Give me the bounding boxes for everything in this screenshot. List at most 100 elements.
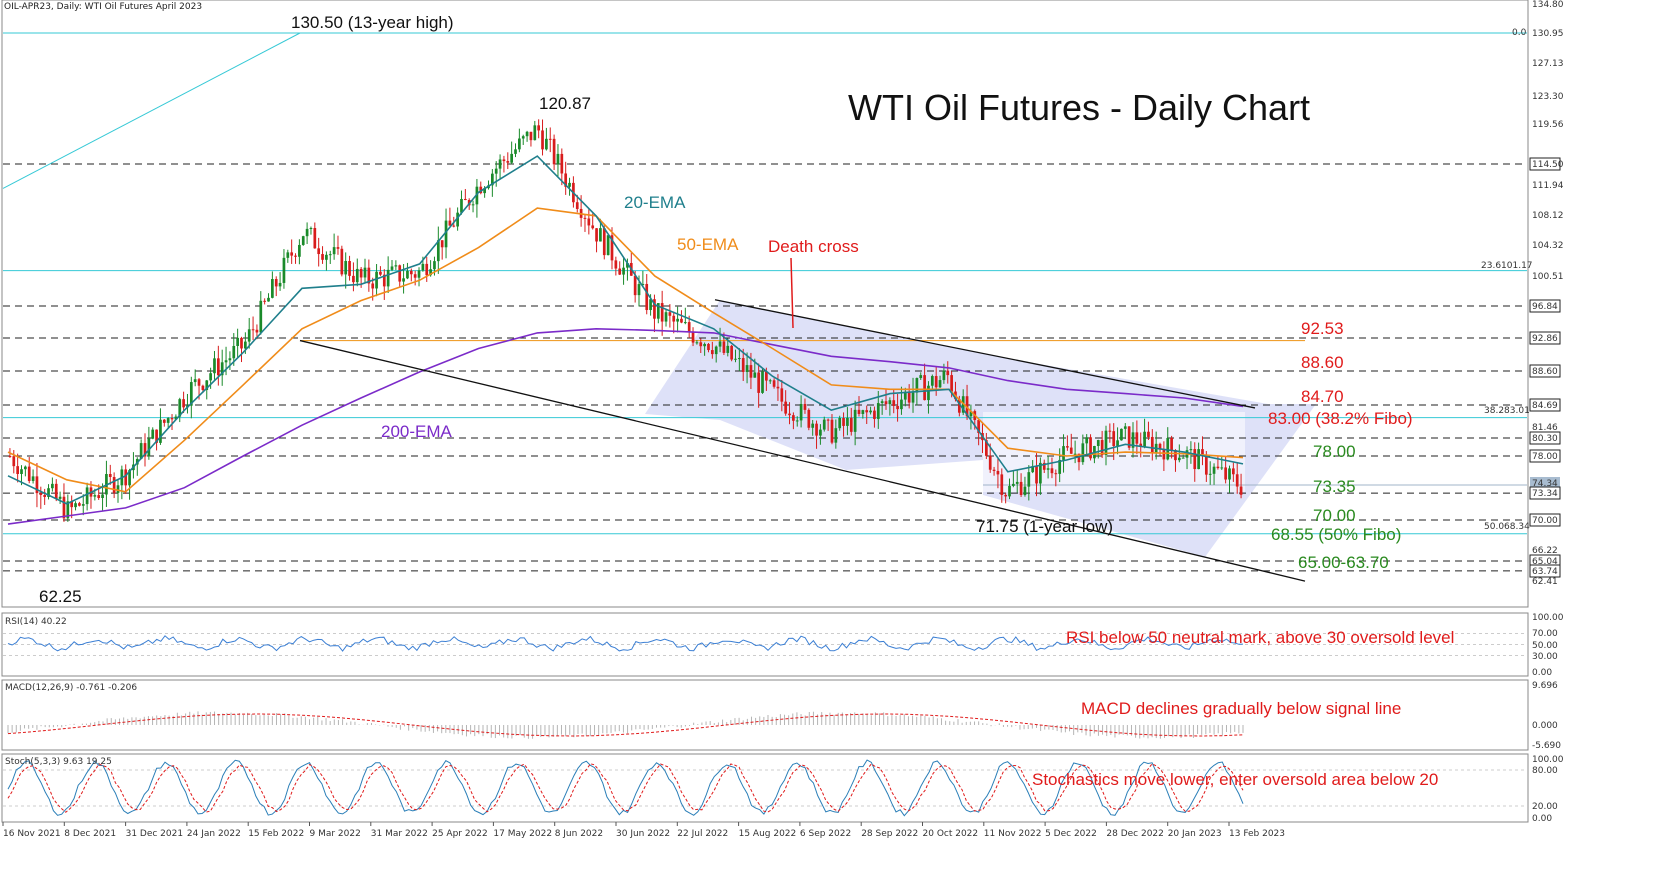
candle-body — [950, 375, 953, 392]
candle-body — [440, 240, 444, 248]
fib-anchor-line — [2, 32, 301, 189]
candle-body — [74, 503, 77, 508]
candle-body — [344, 261, 348, 275]
date-tick: 31 Mar 2022 — [371, 829, 428, 839]
candle-body — [1031, 466, 1035, 473]
candle-body — [857, 409, 861, 414]
candle-body — [687, 322, 691, 333]
candle-body — [1012, 483, 1015, 486]
candle-body — [232, 345, 236, 359]
level-68-55: 68.55 (50% Fibo) — [1271, 525, 1401, 544]
candle-body — [938, 380, 942, 388]
candle-body — [1027, 472, 1031, 487]
candle-body — [707, 343, 710, 351]
candle-body — [178, 399, 182, 417]
rsi-header: RSI(14) 40.22 — [5, 617, 67, 627]
candle-body — [97, 495, 101, 499]
candle-body — [298, 244, 301, 257]
candle-body — [587, 218, 591, 226]
candle-body — [213, 358, 216, 374]
candle-body — [209, 373, 212, 381]
candle-body — [1085, 437, 1089, 444]
price-tag-box — [1529, 299, 1561, 313]
candle-body — [1166, 437, 1170, 460]
candle-body — [409, 270, 413, 275]
candle-body — [78, 503, 81, 506]
candle-body — [795, 420, 799, 422]
candle-body — [151, 429, 155, 439]
candle-body — [865, 410, 869, 413]
candle-body — [321, 254, 324, 260]
candle-body — [240, 337, 243, 349]
level-84-70: 84.70 — [1301, 387, 1344, 406]
candle-body — [595, 228, 598, 242]
candle-body — [402, 278, 405, 282]
candle-body — [1177, 457, 1181, 461]
candle-body — [969, 411, 973, 417]
candle-body — [957, 399, 961, 413]
rsi-tick: 70.00 — [1532, 629, 1558, 639]
candle-body — [807, 409, 811, 428]
candle-body — [633, 275, 637, 296]
candle-body — [251, 329, 255, 331]
candle-body — [988, 455, 992, 470]
candle-body — [722, 341, 726, 353]
candle-body — [1112, 431, 1116, 447]
candle-body — [282, 257, 286, 283]
candle-body — [672, 315, 676, 322]
candle-body — [58, 496, 62, 499]
candle-body — [622, 267, 625, 275]
candle-body — [915, 378, 919, 393]
price-tag-box — [1529, 331, 1561, 345]
candle-body — [205, 380, 209, 391]
candle-body — [869, 410, 872, 413]
candle-body — [471, 204, 475, 206]
candle-body — [907, 391, 911, 403]
candle-body — [888, 400, 892, 405]
price-tick: 134.80 — [1532, 0, 1564, 10]
candle-body — [1232, 468, 1235, 475]
candle-body — [259, 300, 263, 333]
candle-body — [421, 263, 425, 271]
candle-body — [43, 495, 47, 497]
candle-body — [626, 262, 629, 268]
death-cross-label: Death cross — [768, 237, 859, 256]
candle-body — [155, 429, 158, 443]
stoch-k-line — [7, 759, 1244, 817]
candle-body — [1104, 430, 1108, 456]
candle-body — [1170, 437, 1173, 451]
candle-body — [1023, 486, 1027, 495]
date-tick: 15 Feb 2022 — [248, 829, 304, 839]
date-tick: 8 Dec 2021 — [64, 829, 116, 839]
level-73-35: 73.35 — [1313, 477, 1356, 496]
candle-body — [730, 345, 733, 360]
candle-body — [340, 248, 344, 275]
candle-body — [267, 297, 270, 302]
candle-body — [780, 388, 784, 402]
level-65-63: 65.00-63.70 — [1298, 553, 1389, 572]
candle-body — [216, 358, 220, 376]
candle-body — [27, 466, 31, 481]
stoch-tick: 80.00 — [1532, 766, 1558, 776]
price-tick: 88.60 — [1532, 367, 1558, 377]
candle-body — [583, 217, 587, 219]
candle-body — [830, 419, 834, 443]
candle-body — [1066, 446, 1069, 448]
candle-body — [1150, 436, 1154, 453]
candle-body — [1197, 449, 1200, 470]
candle-body — [336, 247, 340, 249]
candle-body — [367, 267, 371, 284]
candle-body — [1123, 426, 1127, 429]
candle-body — [313, 228, 317, 249]
candle-body — [355, 268, 359, 283]
candle-body — [463, 198, 467, 201]
candle-body — [413, 274, 417, 278]
price-tag-box — [1529, 398, 1561, 412]
candle-body — [1081, 443, 1085, 463]
candle-body — [992, 469, 996, 471]
candle-body — [768, 380, 772, 382]
price-tick: 73.34 — [1532, 489, 1558, 499]
level-92-53: 92.53 — [1301, 319, 1344, 338]
rsi-line — [7, 635, 1244, 652]
